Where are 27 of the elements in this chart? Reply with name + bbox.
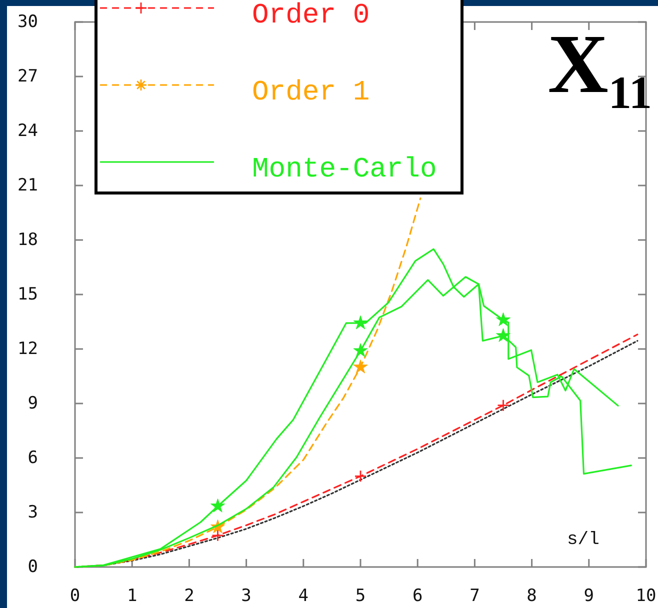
legend-label: Monte-Carlo — [252, 154, 437, 186]
y-tick-label: 9 — [28, 394, 38, 414]
y-tick-label: 6 — [28, 448, 38, 468]
y-tick-label: 15 — [18, 284, 38, 304]
legend-label: Order 0 — [252, 0, 370, 32]
x-tick-label: 10 — [636, 586, 656, 606]
y-tick-label: 21 — [18, 176, 38, 196]
y-tick-label: 24 — [18, 121, 38, 141]
y-tick-label: 0 — [28, 557, 38, 577]
chart-title: X$_{11}$ — [548, 18, 652, 118]
legend-label: Order 1 — [252, 78, 370, 108]
x-tick-label: 7 — [470, 586, 480, 606]
y-tick-label: 18 — [18, 230, 38, 250]
x-tick-label: 2 — [184, 586, 194, 606]
x-tick-label: 5 — [355, 586, 366, 606]
y-tick-label: 30 — [18, 12, 38, 32]
x-tick-label: 6 — [412, 586, 423, 606]
x-tick-label: 8 — [526, 586, 537, 606]
x-tick-label: 0 — [70, 586, 80, 606]
x-tick-label: 9 — [584, 586, 594, 606]
y-tick-label: 12 — [18, 339, 38, 359]
x-axis-title: s/l — [566, 530, 600, 550]
x-tick-label: 1 — [126, 586, 138, 606]
y-tick-label: 27 — [18, 66, 38, 86]
y-tick-label: 3 — [28, 502, 38, 522]
x-tick-label: 4 — [298, 586, 309, 606]
x-tick-label: 3 — [241, 586, 252, 606]
